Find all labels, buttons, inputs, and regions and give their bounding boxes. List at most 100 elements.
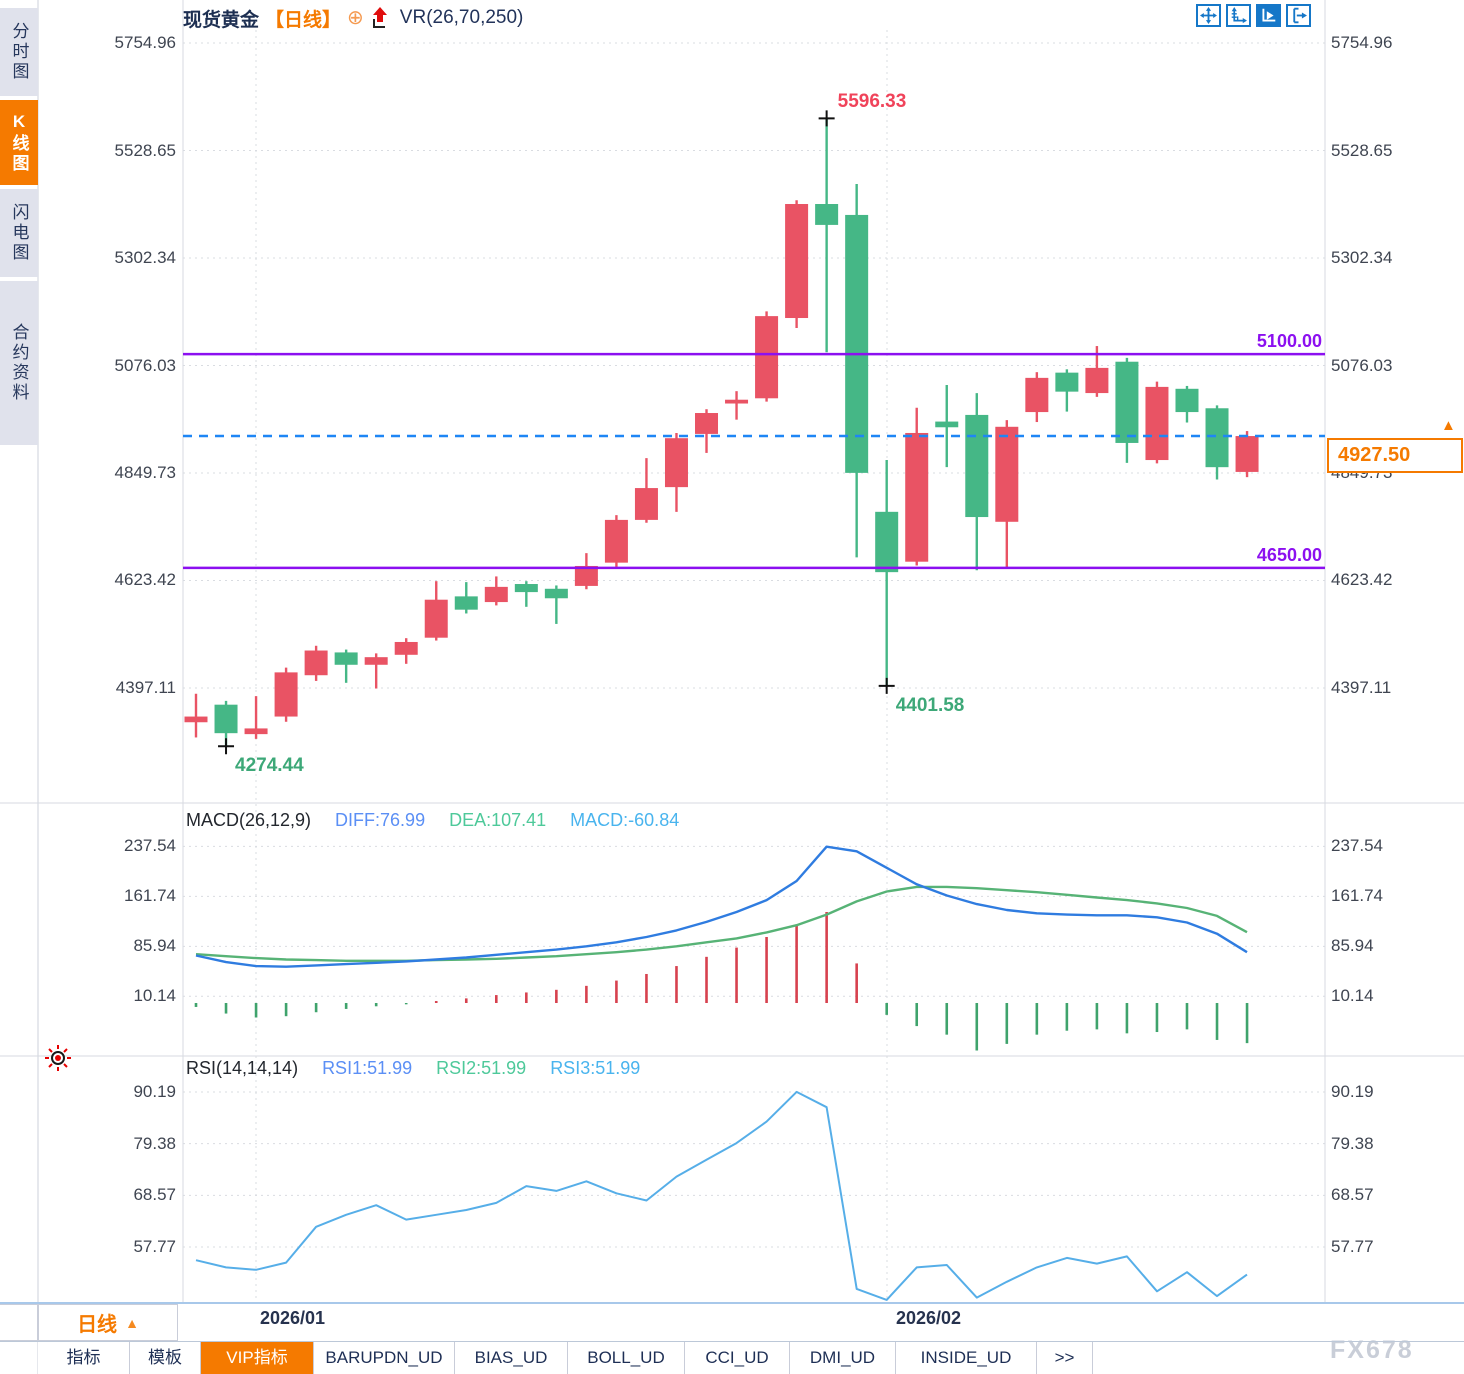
axis-tick-label: 68.57: [1331, 1185, 1374, 1205]
candle[interactable]: [1115, 361, 1139, 443]
candle[interactable]: [334, 652, 358, 665]
sidebar-tab-kline[interactable]: K线图: [0, 100, 38, 185]
candle[interactable]: [755, 316, 779, 399]
axis-tick-label: 5076.03: [1331, 355, 1393, 375]
axis-tick-label: 79.38: [1331, 1133, 1374, 1153]
tab-more[interactable]: >>: [1037, 1342, 1093, 1374]
candle[interactable]: [514, 584, 538, 593]
axis-tick-label: 68.57: [133, 1185, 176, 1205]
axis-tick-label: 5302.34: [114, 248, 176, 267]
candle[interactable]: [1145, 386, 1169, 461]
move-crosshair-button[interactable]: [1196, 4, 1221, 27]
tab-bias-ud[interactable]: BIAS_UD: [455, 1342, 568, 1374]
rsi-title[interactable]: RSI(14,14,14): [186, 1058, 299, 1078]
candle[interactable]: [1235, 436, 1259, 472]
target-icon[interactable]: ⊕: [347, 7, 364, 29]
sidebar-tab-timeline[interactable]: 分时图: [0, 8, 38, 96]
candle[interactable]: [875, 511, 899, 573]
chart-toolbar: [1196, 4, 1311, 27]
candle[interactable]: [184, 716, 208, 723]
axis-tick-label: 5302.34: [1331, 248, 1393, 267]
tab-vip-indicators[interactable]: VIP指标: [201, 1342, 314, 1374]
axis-tick-label: 10.14: [133, 986, 176, 1006]
axis-scale-icon: [1262, 8, 1276, 22]
candle[interactable]: [574, 565, 598, 586]
candle[interactable]: [454, 596, 478, 610]
candle[interactable]: [995, 426, 1019, 522]
axis-tick-label: 161.74: [124, 886, 176, 906]
macd-diff-readout: DIFF:76.99: [335, 810, 426, 830]
axis-tick-label: 4623.42: [1331, 570, 1393, 590]
axis-tick-label: 5754.96: [114, 33, 176, 52]
overlay-indicator-label: VR(26,70,250): [399, 7, 524, 28]
low-price-annotation: 4401.58: [895, 694, 965, 716]
axis-range-button[interactable]: [1226, 4, 1251, 27]
macd-title[interactable]: MACD(26,12,9): [186, 810, 312, 830]
tab-boll-ud[interactable]: BOLL_UD: [568, 1342, 685, 1374]
low-price-annotation: 4274.44: [235, 755, 304, 777]
candle[interactable]: [214, 704, 238, 734]
axis-tick-label: 237.54: [124, 836, 176, 856]
collapse-right-icon: [1293, 7, 1307, 24]
candle[interactable]: [544, 588, 568, 599]
extreme-cross-marker: [218, 738, 235, 755]
tab-inside-ud[interactable]: INSIDE_UD: [896, 1342, 1037, 1374]
tab-cci-ud[interactable]: CCI_UD: [685, 1342, 790, 1374]
symbol-name: 现货黄金: [183, 9, 260, 31]
candle[interactable]: [394, 641, 418, 655]
candle[interactable]: [935, 421, 959, 428]
tab-dmi-ud[interactable]: DMI_UD: [790, 1342, 896, 1374]
indicator-line: [195, 845, 1248, 968]
sidebar-tab-contract-info[interactable]: 合约资料: [0, 281, 38, 445]
collapse-right-button[interactable]: [1286, 4, 1311, 27]
candle[interactable]: [484, 586, 508, 603]
axis-tick-label: 85.94: [133, 936, 176, 956]
candle[interactable]: [604, 519, 628, 563]
candle[interactable]: [1085, 367, 1109, 394]
watermark: FX678: [1330, 1336, 1414, 1364]
axis-tick-label: 79.38: [133, 1133, 176, 1153]
macd-value-readout: MACD:-60.84: [570, 810, 680, 830]
candle[interactable]: [1025, 377, 1049, 413]
candle[interactable]: [965, 414, 989, 518]
x-axis-month-label: 2026/01: [260, 1308, 326, 1328]
support-line-label[interactable]: 4650.00: [1256, 545, 1322, 565]
sidebar-tab-flash[interactable]: 闪电图: [0, 189, 38, 277]
axis-tick-label: 161.74: [1331, 886, 1383, 906]
candle[interactable]: [244, 728, 268, 735]
tab-templates[interactable]: 模板: [130, 1342, 201, 1374]
interval-selector-button[interactable]: 日线 ▲: [38, 1304, 178, 1341]
axis-scale-button[interactable]: [1256, 4, 1281, 27]
candle[interactable]: [634, 488, 658, 520]
candle[interactable]: [664, 438, 688, 488]
candle[interactable]: [304, 650, 328, 676]
title-bar: 现货黄金 【日线】 ⊕ VR(26,70,250): [183, 5, 523, 31]
axis-tick-label: 90.19: [133, 1081, 176, 1101]
axis-tick-label: 4397.11: [115, 678, 176, 697]
candle[interactable]: [1205, 408, 1229, 468]
axis-tick-label: 5528.65: [1331, 140, 1393, 160]
candle[interactable]: [274, 672, 298, 717]
candle[interactable]: [905, 432, 929, 562]
last-price-badge: 4927.50: [1327, 438, 1463, 473]
candle[interactable]: [815, 204, 839, 225]
candle[interactable]: [695, 413, 719, 434]
candle[interactable]: [364, 657, 388, 665]
candle[interactable]: [725, 399, 749, 404]
indicator-settings-sun-icon[interactable]: [44, 1044, 72, 1072]
candle[interactable]: [1055, 372, 1079, 392]
candle[interactable]: [424, 599, 448, 638]
candle[interactable]: [1175, 388, 1199, 413]
macd-header: MACD(26,12,9) DIFF:76.99 DEA:107.41 MACD…: [186, 810, 679, 831]
axis-tick-label: 4623.42: [114, 570, 176, 590]
candle[interactable]: [785, 204, 809, 319]
tab-barupdn-ud[interactable]: BARUPDN_UD: [314, 1342, 455, 1374]
sidebar-tab-label: 合约资料: [9, 323, 29, 403]
candle[interactable]: [845, 214, 869, 473]
tab-indicators[interactable]: 指标: [38, 1342, 130, 1374]
indicator-line: [195, 1090, 1248, 1301]
axis-tick-label: 5754.96: [1331, 33, 1393, 52]
resistance-line-label[interactable]: 5100.00: [1256, 331, 1322, 351]
